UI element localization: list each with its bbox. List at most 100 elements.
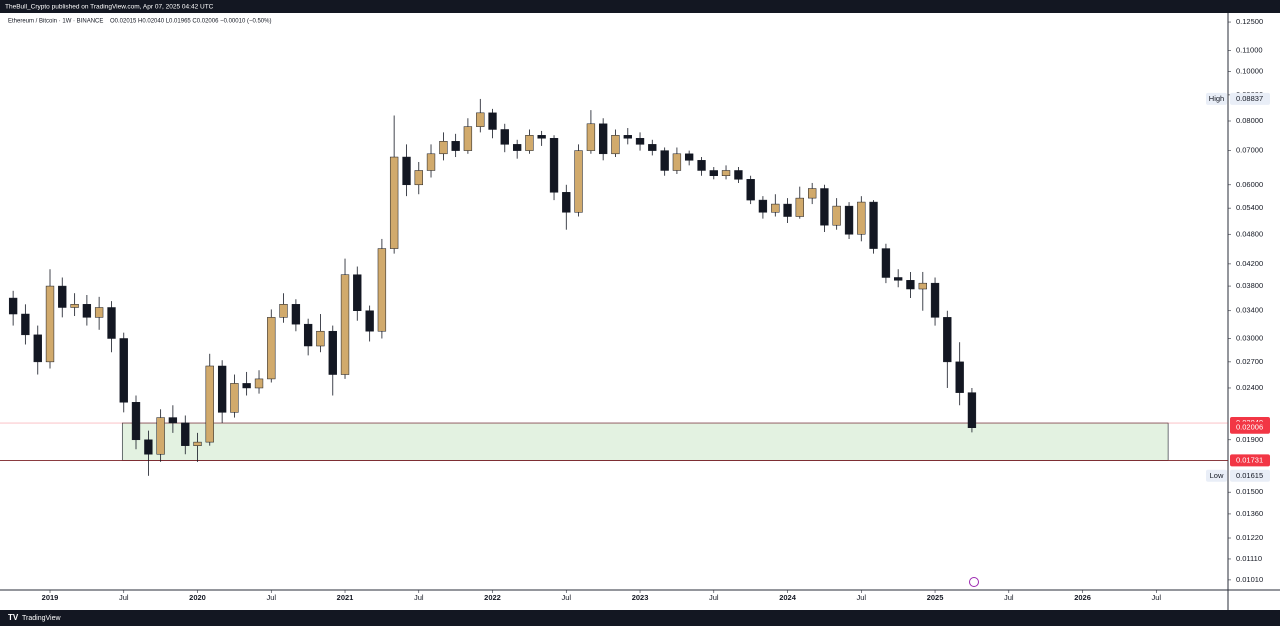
low-marker: Low (1210, 471, 1224, 480)
candle-body (291, 304, 301, 325)
candle-body (635, 138, 645, 145)
low-marker-bg (1206, 469, 1227, 482)
candle-body (58, 285, 67, 308)
y-tick-label: 0.04200 (1236, 259, 1263, 268)
candle-body (709, 170, 718, 176)
y-tick-label: 0.01900 (1236, 435, 1263, 444)
candle-body (943, 317, 952, 363)
high-price-label-bg (1230, 92, 1270, 105)
y-tick-label: 0.01010 (1236, 575, 1263, 584)
candle-body (500, 129, 509, 145)
y-tick-label: 0.11000 (1236, 45, 1263, 54)
candle-body (844, 205, 854, 235)
tv-logo: TV (8, 613, 19, 622)
candle-body (598, 123, 608, 155)
support-zone (121, 422, 1169, 461)
y-tick-label: 0.03000 (1236, 333, 1263, 342)
high-marker: High (1209, 94, 1224, 103)
x-tick-label: Jul (1004, 593, 1014, 602)
candle-body (119, 338, 128, 403)
candle-body (168, 417, 178, 424)
top-bar (0, 0, 1280, 13)
x-tick-label: Jul (561, 593, 571, 602)
candle-body (574, 150, 583, 213)
candle-body (377, 248, 387, 332)
high-price-label: 0.08837 (1236, 94, 1263, 103)
low-price-label-bg (1230, 469, 1270, 482)
candle-body (94, 307, 104, 318)
x-tick-label: Jul (856, 593, 866, 602)
candle-body (746, 179, 755, 201)
candle-body (463, 126, 473, 151)
zone-bottom-label: 0.01731 (1236, 455, 1263, 464)
candle-body (832, 205, 841, 226)
y-tick-label: 0.01110 (1236, 554, 1262, 563)
y-tick-label: 0.03400 (1236, 306, 1263, 315)
x-tick-label: Jul (266, 593, 276, 602)
candle-body (906, 280, 915, 290)
zone-bottom-label-bg (1230, 454, 1270, 467)
candle-body (144, 439, 153, 455)
candle-body (254, 378, 264, 389)
y-tick-label: 0.07000 (1236, 146, 1263, 155)
event-icon[interactable] (969, 577, 979, 587)
candle-body (648, 144, 657, 151)
y-tick-label: 0.08000 (1236, 116, 1263, 125)
candle-body (451, 141, 460, 151)
candle-body (721, 170, 731, 176)
brand: TradingView (22, 615, 61, 622)
y-tick-label: 0.03800 (1236, 281, 1263, 290)
y-tick-label: 0.06000 (1236, 180, 1263, 189)
candle-body (771, 203, 780, 213)
candle-body (328, 330, 337, 375)
candle-body (107, 307, 116, 339)
candle-body (783, 203, 792, 217)
x-tick-label: 2026 (1074, 593, 1091, 602)
candle-body (217, 365, 227, 413)
candle-body (353, 274, 362, 311)
high-marker-bg (1206, 92, 1227, 105)
candle-body (611, 135, 620, 155)
candle-body (734, 170, 743, 180)
bottom-bar (0, 610, 1280, 626)
candle-body (8, 297, 18, 315)
y-tick-label: 0.02700 (1236, 357, 1263, 366)
x-tick-label: Jul (1152, 593, 1162, 602)
candle-body (672, 153, 682, 171)
candle-body (869, 201, 878, 249)
candle-body (316, 330, 325, 347)
candle-body (918, 282, 927, 290)
y-tick-label: 0.01500 (1236, 487, 1263, 496)
candle-body (930, 282, 940, 318)
candle-body (21, 313, 30, 336)
candle-body (808, 188, 817, 199)
candle-body (758, 199, 768, 213)
candle-body (402, 156, 411, 186)
candle-body (181, 422, 190, 446)
candle-body (303, 323, 313, 347)
x-tick-label: 2020 (189, 593, 206, 602)
candle-body (586, 123, 596, 151)
candle-body (45, 285, 55, 363)
candle-body (340, 274, 350, 375)
candle-body (820, 188, 829, 226)
candle-body (525, 135, 534, 151)
candle-body (894, 277, 903, 281)
candle-body (193, 441, 202, 446)
x-tick-label: 2021 (337, 593, 354, 602)
publisher-text: TheBull_Crypto published on TradingView.… (5, 4, 214, 11)
candle-body (512, 144, 522, 151)
candle-body (279, 304, 288, 318)
candle-body (660, 150, 669, 171)
x-tick-label: Jul (709, 593, 719, 602)
x-tick-label: 2023 (632, 593, 649, 602)
candle-body (476, 112, 485, 127)
candles (8, 98, 977, 476)
y-tick-label: 0.10000 (1236, 67, 1263, 76)
candle-body (82, 304, 92, 318)
y-tick-label: 0.12500 (1236, 17, 1263, 26)
candle-body (156, 417, 165, 455)
candle-body (439, 141, 448, 155)
candle-body (426, 153, 436, 171)
